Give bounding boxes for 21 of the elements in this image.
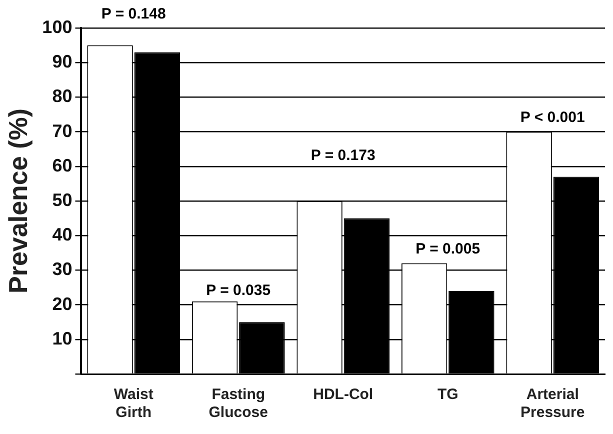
y-tick-label: 60 bbox=[52, 155, 72, 176]
y-tick-label: 10 bbox=[52, 328, 72, 348]
y-axis-title: Prevalence (%) bbox=[2, 108, 33, 294]
text: P = 0.148 bbox=[101, 5, 166, 22]
y-tick-label: 70 bbox=[52, 120, 72, 141]
x-tick-label: Waist Girth bbox=[114, 386, 154, 422]
y-tick-label: 30 bbox=[52, 259, 72, 280]
x-tick-label: TG bbox=[437, 386, 458, 404]
annotation: P = 0.035 bbox=[206, 282, 271, 300]
y-tick-label: 90 bbox=[52, 52, 72, 72]
x-tick-label: Fasting Glucose bbox=[208, 386, 268, 422]
x-tick-label: Arterial Pressure bbox=[520, 386, 585, 422]
y-tick-label: 50 bbox=[52, 190, 72, 210]
x-tick-label: HDL-Col bbox=[313, 386, 374, 404]
y-tick-label: 80 bbox=[52, 86, 72, 106]
y-tick-label: 20 bbox=[52, 294, 72, 314]
annotation: P = 0.005 bbox=[416, 240, 480, 258]
annotation: P < 0.001 bbox=[520, 109, 585, 126]
y-tick-label: 100 bbox=[42, 16, 72, 37]
y-tick-label: 40 bbox=[52, 224, 72, 245]
annotation: P = 0.173 bbox=[310, 147, 376, 164]
